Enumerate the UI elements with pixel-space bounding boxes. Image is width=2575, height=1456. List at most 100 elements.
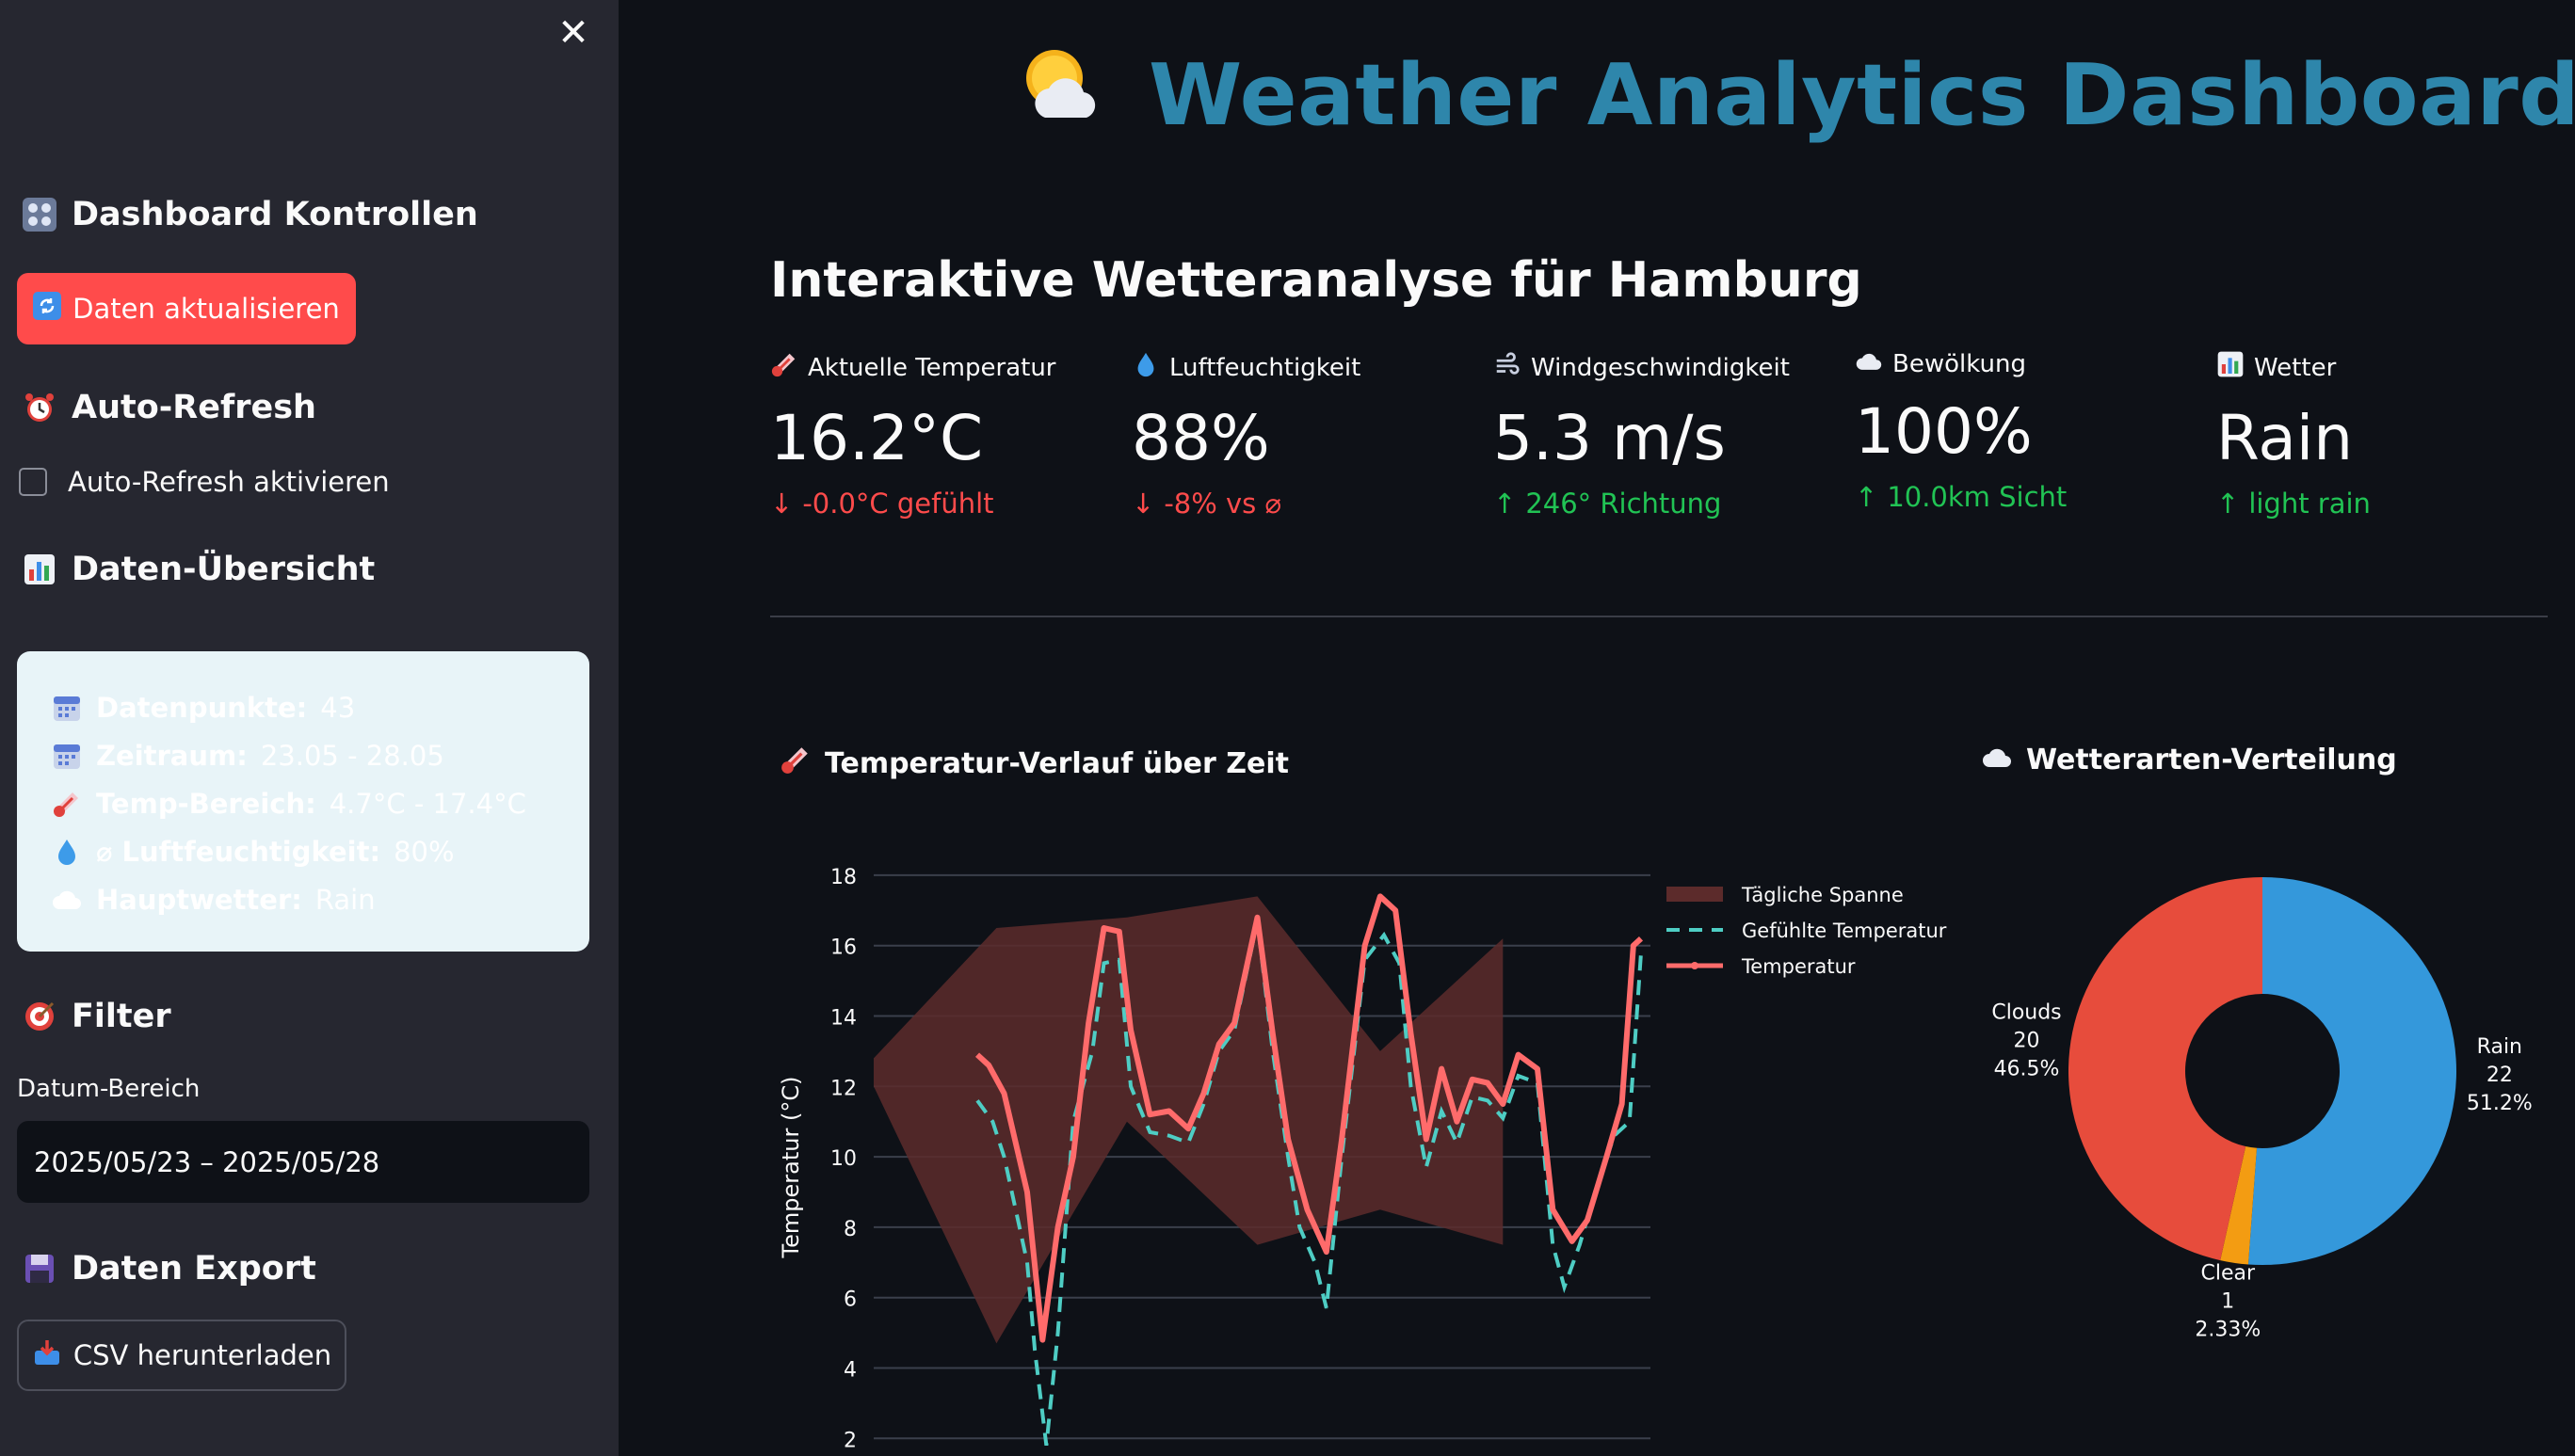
metric-label: Luftfeuchtigkeit xyxy=(1169,353,1361,382)
overview-humidity: ⌀ Luftfeuchtigkeit: 80% xyxy=(51,827,555,875)
metric-humidity: Luftfeuchtigkeit 88% ↓ -8% vs ⌀ xyxy=(1132,350,1480,520)
cloud-icon xyxy=(1981,744,2013,776)
metric-delta: light rain xyxy=(2248,488,2371,520)
temperature-chart: 2 4 6 8 10 12 14 16 18 Temperatur (°C) Tägliche Sp… xyxy=(778,866,1947,1452)
metric-cloudiness: Bewölkung 100% ↑ 10.0km Sicht xyxy=(1855,350,2203,513)
calendar-icon xyxy=(51,740,83,772)
target-icon xyxy=(21,998,58,1035)
pie-slice-clear xyxy=(2220,1146,2258,1265)
overview-main-weather-label: Hauptwetter: xyxy=(96,883,302,916)
wind-icon xyxy=(1493,350,1521,385)
legend-label-temperature: Temperatur xyxy=(1741,955,1856,978)
pie-count-rain: 22 xyxy=(2486,1064,2513,1087)
overview-period: Zeitraum: 23.05 - 28.05 xyxy=(51,731,555,779)
pie-count-clouds: 20 xyxy=(2014,1029,2040,1052)
filter-heading: Filter xyxy=(21,998,171,1035)
section-divider xyxy=(770,616,2548,617)
legend-label-felt-temperature: Gefühlte Temperatur xyxy=(1742,920,1947,942)
daily-range-area xyxy=(874,896,1504,1344)
date-range-input[interactable]: 2025/05/23 – 2025/05/28 xyxy=(17,1121,589,1203)
overview-heading: Daten-Übersicht xyxy=(21,551,375,588)
pie-slice-rain xyxy=(2247,877,2456,1265)
arrow-down-icon: ↓ xyxy=(770,488,794,520)
pie-label-clear: Clear xyxy=(2201,1261,2256,1285)
metric-label: Bewölkung xyxy=(1892,350,2026,378)
legend-swatch-daily-range xyxy=(1666,887,1723,902)
y-tick-label: 6 xyxy=(844,1288,857,1312)
download-csv-button[interactable]: CSV herunterladen xyxy=(17,1320,346,1391)
metric-value: Rain xyxy=(2216,402,2354,474)
autorefresh-heading: Auto-Refresh xyxy=(21,389,316,426)
thermometer-icon xyxy=(770,350,798,385)
y-tick-label: 4 xyxy=(844,1359,857,1383)
pie-label-rain: Rain xyxy=(2477,1035,2522,1059)
metric-label: Wetter xyxy=(2254,353,2337,382)
date-range-label: Datum-Bereich xyxy=(17,1075,201,1103)
metric-delta: -0.0°C gefühlt xyxy=(802,488,994,520)
metric-delta: 10.0km Sicht xyxy=(1887,481,2068,513)
y-tick-label: 10 xyxy=(830,1147,857,1171)
y-tick-label: 18 xyxy=(830,866,857,889)
floppy-disk-icon xyxy=(21,1250,58,1288)
metric-weather: Wetter Rain ↑ light rain xyxy=(2216,350,2565,520)
controls-title: Dashboard Kontrollen xyxy=(72,196,478,233)
metric-label: Windgeschwindigkeit xyxy=(1531,353,1790,382)
close-sidebar-icon[interactable]: ✕ xyxy=(557,11,589,55)
pie-percent-rain: 51.2% xyxy=(2467,1092,2533,1115)
controls-heading: Dashboard Kontrollen xyxy=(21,196,478,233)
y-tick-label: 8 xyxy=(844,1218,857,1241)
overview-main-weather: Hauptwetter: Rain xyxy=(51,875,555,923)
overview-main-weather-value: Rain xyxy=(314,883,376,916)
pie-percent-clouds: 46.5% xyxy=(1994,1057,2060,1080)
pie-percent-clear: 2.33% xyxy=(2195,1318,2261,1341)
metric-value: 100% xyxy=(1855,395,2033,468)
autorefresh-checkbox[interactable] xyxy=(19,468,47,496)
inbox-tray-icon xyxy=(32,1337,62,1374)
cloud-icon xyxy=(51,884,83,916)
y-tick-label: 16 xyxy=(830,936,857,960)
export-heading: Daten Export xyxy=(21,1250,316,1288)
arrow-up-icon: ↑ xyxy=(1855,481,1878,513)
arrow-up-icon: ↑ xyxy=(1493,488,1517,520)
metric-delta: 246° Richtung xyxy=(1525,488,1722,520)
droplet-icon xyxy=(51,836,83,868)
bar-chart-icon xyxy=(21,551,58,588)
overview-temp-range: Temp-Bereich: 4.7°C - 17.4°C xyxy=(51,779,555,827)
arrow-down-icon: ↓ xyxy=(1132,488,1155,520)
overview-temp-range-value: 4.7°C - 17.4°C xyxy=(329,787,526,820)
autorefresh-title: Auto-Refresh xyxy=(72,389,316,426)
page-title-text: Weather Analytics Dashboard xyxy=(1149,45,2575,145)
y-tick-label: 14 xyxy=(830,1007,857,1031)
refresh-data-button[interactable]: Daten aktualisieren xyxy=(17,273,356,344)
metric-temperature: Aktuelle Temperatur 16.2°C ↓ -0.0°C gefüh… xyxy=(770,350,1119,520)
refresh-data-label: Daten aktualisieren xyxy=(72,293,340,325)
legend-marker-temperature xyxy=(1691,962,1698,969)
autorefresh-checkbox-row[interactable]: Auto-Refresh aktivieren xyxy=(19,466,390,498)
control-knobs-icon xyxy=(21,196,58,233)
overview-humidity-value: 80% xyxy=(394,835,455,868)
y-tick-label: 2 xyxy=(844,1429,857,1452)
metric-wind: Windgeschwindigkeit 5.3 m/s ↑ 246° Richtu… xyxy=(1493,350,1842,520)
sun-behind-cloud-icon xyxy=(1017,42,1111,148)
temp-chart-title: Temperatur-Verlauf über Zeit xyxy=(780,744,1289,783)
metric-label: Aktuelle Temperatur xyxy=(808,353,1056,382)
metric-value: 5.3 m/s xyxy=(1493,402,1726,474)
metric-value: 88% xyxy=(1132,402,1270,474)
metric-delta: -8% vs ⌀ xyxy=(1164,488,1281,520)
weather-types-pie-chart: Rain 22 51.2% Clear 1 2.33% Clouds 20 46.5% xyxy=(1991,877,2533,1341)
bar-chart-icon xyxy=(2216,350,2245,385)
overview-datapoints-value: 43 xyxy=(320,691,356,724)
arrow-up-icon: ↑ xyxy=(2216,488,2240,520)
droplet-icon xyxy=(1132,350,1160,385)
thermometer-icon xyxy=(51,788,83,820)
alarm-clock-icon xyxy=(21,389,58,426)
refresh-icon xyxy=(33,291,62,327)
temperature-line xyxy=(974,893,1644,1343)
legend-label-daily-range: Tägliche Spanne xyxy=(1741,884,1904,906)
pie-label-clouds: Clouds xyxy=(1991,1000,2061,1024)
page-subtitle: Interaktive Wetteranalyse für Hamburg xyxy=(770,252,1862,309)
page-title: Weather Analytics Dashboard xyxy=(1017,42,2575,148)
autorefresh-checkbox-label: Auto-Refresh aktivieren xyxy=(68,466,390,498)
overview-datapoints: Datenpunkte: 43 xyxy=(51,683,555,731)
overview-temp-range-label: Temp-Bereich: xyxy=(96,787,316,820)
